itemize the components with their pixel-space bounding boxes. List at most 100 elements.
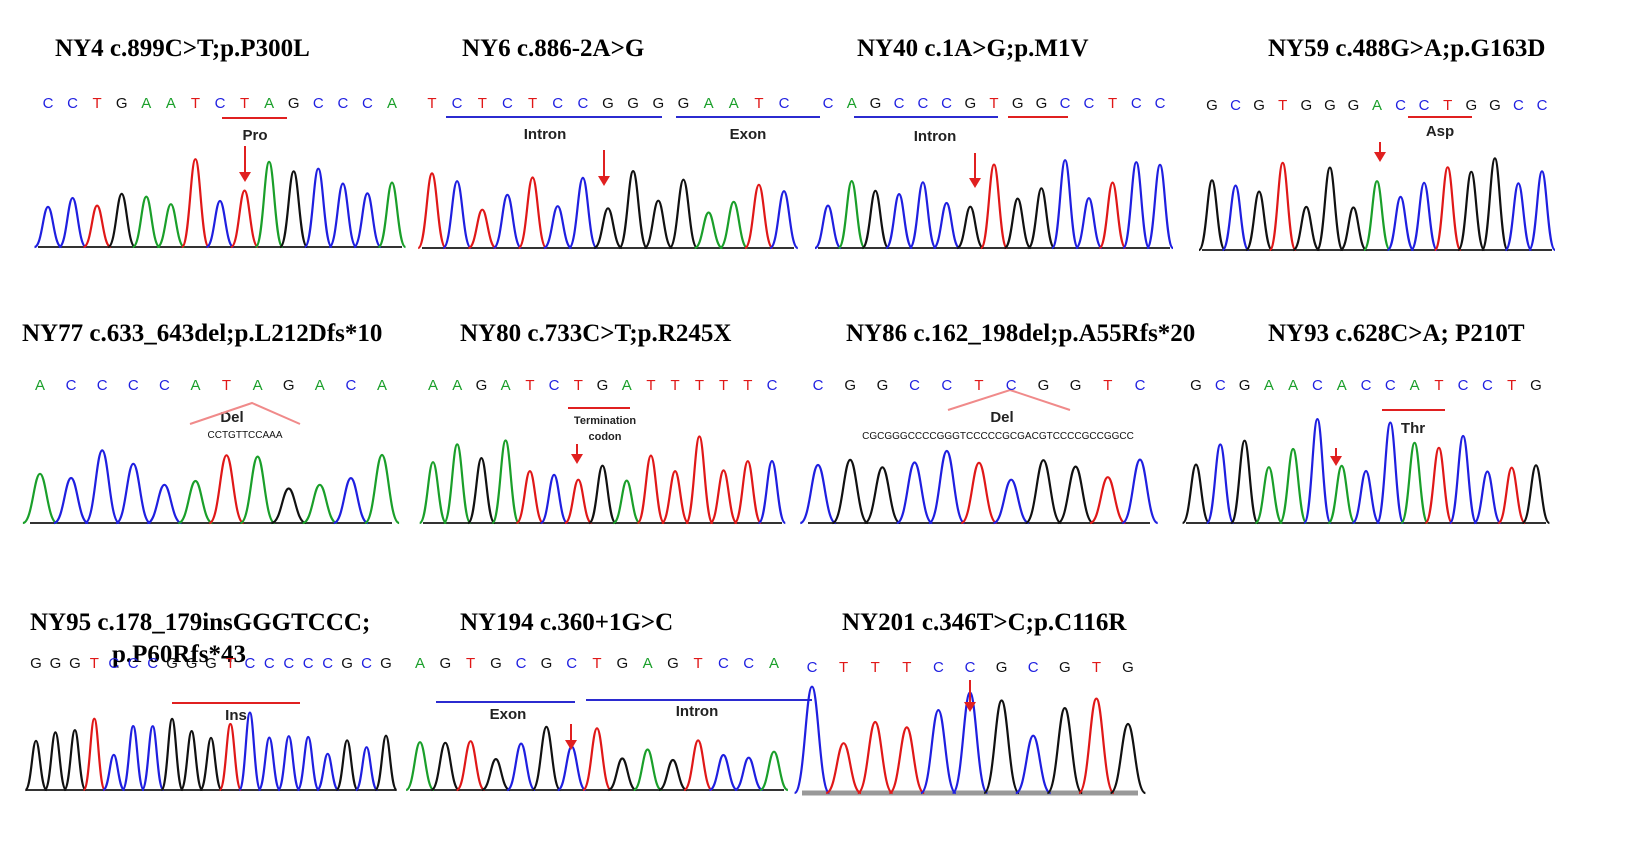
base-letter: A bbox=[1410, 377, 1420, 394]
trace-peak bbox=[531, 725, 562, 792]
trace-peak bbox=[1362, 180, 1392, 252]
trace-peak bbox=[582, 727, 612, 792]
base-letter: C bbox=[303, 655, 314, 672]
trace-peak bbox=[277, 735, 301, 792]
base-letter: G bbox=[1239, 377, 1251, 394]
label-ins: Ins bbox=[225, 707, 247, 724]
base-letter: T bbox=[695, 377, 704, 394]
trace-peak bbox=[734, 756, 764, 792]
base-letter: G bbox=[380, 655, 392, 672]
base-letter: G bbox=[1489, 97, 1501, 114]
trace-peak bbox=[928, 449, 966, 525]
base-letter: G bbox=[1012, 95, 1024, 112]
base-letter: G bbox=[439, 655, 451, 672]
base-letter: C bbox=[743, 655, 754, 672]
base-letter: T bbox=[90, 655, 99, 672]
base-letter: A bbox=[1337, 377, 1347, 394]
trace-peak bbox=[302, 483, 338, 525]
trace-peak bbox=[793, 685, 831, 795]
label-intron-ny194: Intron bbox=[676, 703, 719, 720]
trace-peak bbox=[1351, 469, 1381, 525]
trace-peak bbox=[708, 753, 738, 792]
trace-peak bbox=[983, 699, 1021, 795]
base-letter: G bbox=[1036, 95, 1048, 112]
base-letter: C bbox=[1513, 97, 1524, 114]
base-letter: G bbox=[1206, 97, 1218, 114]
trace-peak bbox=[1109, 722, 1147, 795]
trace-peak bbox=[1205, 443, 1235, 525]
trace-peak bbox=[238, 711, 262, 792]
trace-peak bbox=[1089, 476, 1127, 525]
base-letter: T bbox=[1507, 377, 1516, 394]
trace-peak bbox=[102, 753, 126, 792]
panel-subtitle-ny95: p.P60Rfs*43 bbox=[112, 641, 246, 668]
trace-peak bbox=[864, 466, 901, 525]
base-letter: G bbox=[1253, 97, 1265, 114]
label-del-ny86: Del bbox=[990, 409, 1013, 426]
mutation-arrow bbox=[239, 146, 251, 182]
trace-peak bbox=[131, 195, 161, 249]
base-letter: G bbox=[616, 655, 628, 672]
label-del-ny77: Del bbox=[220, 409, 243, 426]
base-letter: G bbox=[1348, 97, 1360, 114]
trace-peak bbox=[1448, 434, 1478, 525]
base-letter: C bbox=[767, 377, 778, 394]
trace-peak bbox=[1121, 458, 1159, 525]
panel-title-ny95: NY95 c.178_179insGGGTCCC; bbox=[30, 609, 370, 636]
trace-peak bbox=[643, 199, 674, 250]
base-letter: C bbox=[1537, 97, 1548, 114]
base-letter: C bbox=[1135, 377, 1146, 394]
base-letter: T bbox=[478, 95, 487, 112]
base-letter: T bbox=[191, 95, 200, 112]
trace-peak bbox=[837, 179, 866, 250]
base-letter: A bbox=[643, 655, 653, 672]
trace-peak bbox=[1457, 170, 1486, 252]
base-letter: A bbox=[415, 655, 425, 672]
trace-peak bbox=[179, 729, 204, 792]
base-letter: G bbox=[602, 95, 614, 112]
trace-peak bbox=[230, 189, 260, 249]
panel-title-ny201: NY201 c.346T>C;p.C116R bbox=[842, 609, 1127, 636]
trace-peak bbox=[43, 731, 68, 792]
base-letter: G bbox=[1038, 377, 1050, 394]
base-letter: C bbox=[1131, 95, 1142, 112]
trace-peak bbox=[442, 180, 473, 250]
trace-peak bbox=[557, 745, 587, 792]
trace-peak bbox=[979, 163, 1009, 250]
base-letter: G bbox=[205, 655, 217, 672]
trace-peak bbox=[733, 460, 763, 525]
base-letter: G bbox=[964, 95, 976, 112]
trace-peak bbox=[757, 459, 787, 525]
base-letter: C bbox=[1482, 377, 1493, 394]
deleted-seq-ny77: CCTGTTCCAAA bbox=[208, 430, 283, 441]
trace-peak bbox=[1051, 159, 1080, 250]
base-letter: T bbox=[427, 95, 436, 112]
trace-peak bbox=[1504, 182, 1533, 252]
base-letter: C bbox=[1155, 95, 1166, 112]
trace-peak bbox=[960, 461, 998, 525]
base-letter: C bbox=[147, 655, 158, 672]
label-termination: Termination bbox=[574, 415, 636, 427]
trace-peak bbox=[709, 469, 738, 525]
base-letter: C bbox=[362, 95, 373, 112]
trace-peak bbox=[506, 742, 537, 792]
trace-peak bbox=[1278, 447, 1308, 525]
trace-peak bbox=[684, 435, 714, 525]
trace-peak bbox=[84, 449, 121, 525]
base-letter: C bbox=[1060, 95, 1071, 112]
trace-peak bbox=[53, 476, 89, 525]
trace-peak bbox=[515, 469, 545, 525]
trace-peak bbox=[303, 167, 333, 249]
trace-peak bbox=[160, 717, 184, 792]
base-letter: A bbox=[1372, 97, 1382, 114]
trace-peak bbox=[1473, 470, 1502, 525]
trace-peak bbox=[218, 722, 243, 792]
trace-peak bbox=[208, 454, 245, 525]
trace-peak bbox=[279, 170, 309, 249]
base-letter: G bbox=[1324, 97, 1336, 114]
trace-peak bbox=[759, 750, 789, 792]
base-letter: G bbox=[288, 95, 300, 112]
trace-peak bbox=[405, 741, 435, 792]
base-letter: T bbox=[902, 659, 911, 676]
base-letter: C bbox=[345, 377, 356, 394]
